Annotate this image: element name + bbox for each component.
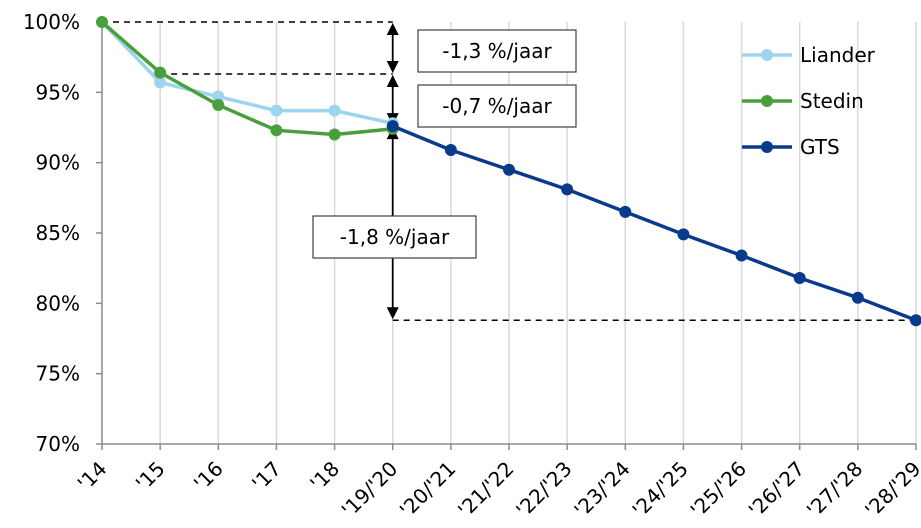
data-point-gts-10: [677, 228, 690, 241]
series-stedin: [96, 16, 399, 141]
annotation-label-1: -0,7 %/jaar: [442, 94, 552, 118]
y-tick-label-85: 85%: [36, 221, 80, 245]
data-point-gts-13: [851, 291, 864, 304]
x-tick-label-1: '15: [131, 457, 170, 496]
annotation-arrowhead-up-0: [386, 23, 399, 35]
legend-item-gts: GTS: [742, 135, 840, 159]
x-tick-label-13: '27/'28: [802, 457, 868, 523]
annotation-2: -1,8 %/jaar: [312, 127, 477, 320]
x-tick-label-7: '21/'22: [453, 457, 519, 523]
series-liander: [96, 16, 399, 130]
data-point-stedin-3: [270, 124, 283, 137]
x-tick-label-9: '23/'24: [569, 457, 635, 523]
data-point-gts-11: [735, 249, 748, 262]
x-tick-label-5: '19/'20: [337, 457, 403, 523]
annotation-1: -0,7 %/jaar: [386, 75, 577, 128]
data-point-stedin-4: [328, 128, 341, 141]
x-tick-label-4: '18: [305, 457, 344, 496]
legend-marker-gts: [761, 141, 773, 153]
x-tick-label-8: '22/'23: [511, 457, 577, 523]
x-axis-tick-labels: '14 '15 '16 '17 '18'19/'20'20/'21'21/'22'22/…: [73, 457, 921, 523]
x-tick-label-12: '26/'27: [744, 457, 810, 523]
x-tick-label-3: '17: [247, 457, 286, 496]
y-tick-label-80: 80%: [36, 291, 80, 315]
legend-label-gts: GTS: [800, 135, 840, 159]
legend-marker-stedin: [761, 95, 773, 107]
annotation-box-0: [417, 29, 577, 73]
y-axis-tick-labels: 70% 75% 80% 85% 90% 95% 100%: [23, 10, 80, 456]
legend-marker-liander: [761, 49, 773, 61]
x-tick-label-6: '20/'21: [395, 457, 461, 523]
annotation-arrowhead-up-1: [386, 75, 399, 88]
data-point-liander-4: [328, 104, 341, 117]
annotation-box-1: [417, 84, 577, 128]
data-point-gts-5: [386, 120, 399, 133]
data-point-stedin-0: [96, 16, 108, 28]
legend-label-stedin: Stedin: [800, 89, 864, 113]
y-tick-label-100: 100%: [23, 10, 80, 34]
data-point-gts-12: [793, 272, 806, 285]
legend-label-liander: Liander: [800, 43, 876, 67]
x-tick-label-10: '24/'25: [627, 457, 693, 523]
series-line-stedin: [100, 20, 393, 137]
data-series: [96, 16, 921, 327]
legend-item-liander: Liander: [742, 43, 876, 67]
legend-item-stedin: Stedin: [742, 89, 864, 113]
legend: Liander Stedin GTS: [742, 43, 876, 159]
y-tick-label-90: 90%: [36, 151, 80, 175]
annotation-box-2: [312, 215, 477, 259]
data-point-gts-7: [503, 163, 515, 176]
annotations: -1,3 %/jaar -0,7 %/jaar -1,8 %/jaar: [102, 21, 916, 321]
data-point-gts-9: [619, 205, 632, 218]
y-tick-label-70: 70%: [36, 432, 80, 456]
x-tick-label-11: '25/'26: [686, 457, 752, 523]
annotation-label-2: -1,8 %/jaar: [340, 225, 450, 249]
data-point-stedin-1: [154, 66, 167, 79]
data-point-gts-6: [444, 144, 457, 157]
annotation-0: -1,3 %/jaar: [386, 23, 577, 74]
series-line-liander: [100, 20, 394, 125]
x-tick-label-14: '28/'29: [860, 457, 921, 523]
y-tick-label-75: 75%: [36, 362, 80, 386]
series-gts: [386, 120, 921, 327]
x-tick-label-2: '16: [189, 457, 228, 496]
data-point-gts-8: [561, 183, 574, 196]
annotation-arrowhead-down-0: [386, 61, 399, 74]
data-point-stedin-2: [212, 98, 225, 111]
y-tick-label-95: 95%: [36, 80, 80, 104]
data-point-liander-2: [212, 90, 225, 103]
data-point-liander-3: [270, 104, 283, 117]
annotation-label-0: -1,3 %/jaar: [442, 39, 552, 63]
data-point-liander-1: [154, 76, 167, 89]
annotation-arrowhead-down-2: [386, 307, 399, 320]
x-tick-label-0: '14: [73, 457, 112, 496]
series-line-gts: [392, 124, 917, 322]
data-point-gts-14: [910, 314, 921, 327]
